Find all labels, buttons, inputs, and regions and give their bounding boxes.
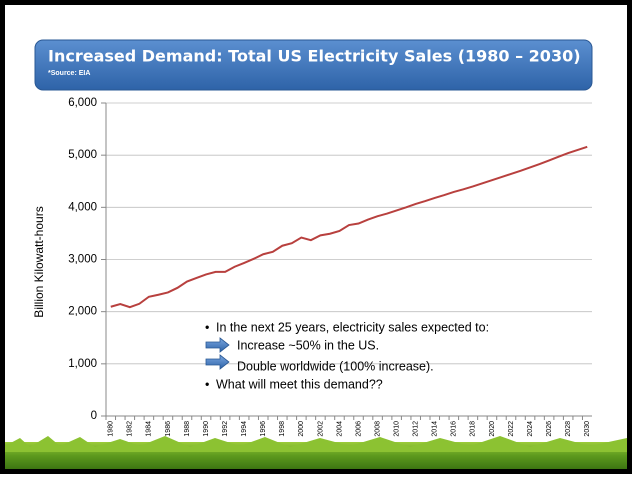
y-tick-label: 2,000 bbox=[68, 306, 97, 318]
x-tick-label: 1996 bbox=[260, 421, 267, 437]
x-tick-label: 1998 bbox=[279, 421, 286, 437]
y-tick-label: 0 bbox=[91, 410, 97, 422]
x-tick-label: 2008 bbox=[374, 421, 381, 437]
x-tick-label: 1982 bbox=[127, 421, 134, 437]
x-tick-label: 1992 bbox=[222, 421, 229, 437]
x-tick-label: 1994 bbox=[241, 421, 248, 437]
x-tick-label: 2006 bbox=[355, 421, 362, 437]
chart-title: Increased Demand: Total US Electricity S… bbox=[48, 47, 581, 66]
y-axis-label: Billion Kilowatt-hours bbox=[32, 206, 46, 317]
note: In the next 25 years, electricity sales … bbox=[216, 320, 489, 334]
bullet: • bbox=[205, 377, 209, 391]
x-tick-label: 1986 bbox=[165, 421, 172, 437]
x-tick-label: 2014 bbox=[432, 421, 439, 437]
x-tick-label: 2026 bbox=[546, 421, 553, 437]
x-tick-label: 2004 bbox=[336, 421, 343, 437]
y-tick-label: 4,000 bbox=[68, 201, 97, 213]
x-tick-label: 1980 bbox=[108, 421, 115, 437]
x-tick-label: 1988 bbox=[184, 421, 191, 437]
y-tick-label: 1,000 bbox=[68, 358, 97, 370]
chart-subtitle: *Source: EIA bbox=[48, 70, 90, 77]
x-tick-label: 2030 bbox=[584, 421, 591, 437]
y-tick-label: 3,000 bbox=[68, 254, 97, 266]
x-tick-label: 1990 bbox=[203, 421, 210, 437]
note: What will meet this demand?? bbox=[216, 377, 383, 391]
note: Double worldwide (100% increase). bbox=[237, 359, 434, 373]
x-tick-label: 2010 bbox=[393, 421, 400, 437]
x-tick-label: 2000 bbox=[298, 421, 305, 437]
slide: Increased Demand: Total US Electricity S… bbox=[0, 0, 632, 474]
x-tick-label: 2020 bbox=[489, 421, 496, 437]
x-tick-label: 2018 bbox=[470, 421, 477, 437]
x-tick-label: 2024 bbox=[527, 421, 534, 437]
y-tick-label: 5,000 bbox=[68, 149, 97, 161]
x-tick-label: 2028 bbox=[565, 421, 572, 437]
note: Increase ~50% in the US. bbox=[237, 338, 379, 352]
x-tick-label: 2002 bbox=[317, 421, 324, 437]
x-tick-label: 2022 bbox=[508, 421, 515, 437]
x-tick-label: 1984 bbox=[146, 421, 153, 437]
x-tick-label: 2016 bbox=[451, 421, 458, 437]
bullet: • bbox=[205, 320, 209, 334]
x-tick-label: 2012 bbox=[413, 421, 420, 437]
y-tick-label: 6,000 bbox=[68, 97, 97, 109]
